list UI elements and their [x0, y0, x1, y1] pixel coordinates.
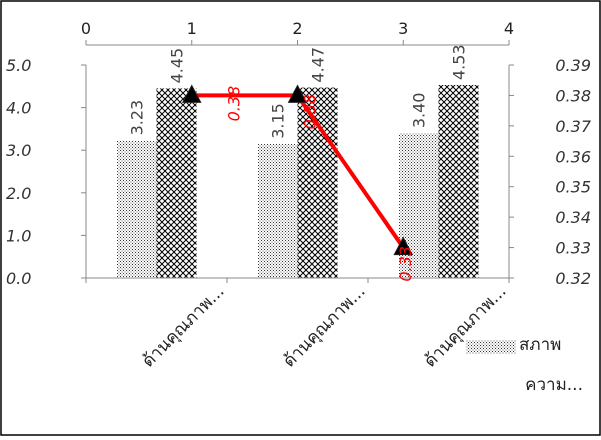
top-x-tick-label: 3 [398, 19, 408, 38]
bar [156, 88, 197, 279]
right-y-tick-label: 0.34 [555, 208, 591, 227]
bar [297, 87, 338, 278]
legend-label: สภาพ [519, 335, 561, 355]
right-y-tick-label: 0.32 [555, 269, 591, 288]
line-value-label: 0.33 [396, 246, 415, 282]
line-value-label: 0.38 [225, 86, 244, 122]
left-y-tick-label: 0.0 [6, 269, 31, 288]
right-y-tick-label: 0.33 [555, 239, 591, 258]
right-y-tick-label: 0.38 [555, 86, 591, 105]
line-marker [393, 236, 414, 256]
left-y-tick-label: 4.0 [6, 99, 31, 118]
line-value-label: 0.38 [301, 94, 320, 130]
bar-value-label: 3.15 [269, 103, 288, 139]
bar-value-label: 4.45 [168, 48, 187, 84]
left-y-tick-label: 5.0 [6, 56, 31, 75]
legend-swatch [466, 340, 516, 354]
left-y-tick-label: 3.0 [6, 141, 31, 160]
right-y-tick-label: 0.39 [555, 56, 591, 75]
top-x-tick-label: 4 [504, 19, 514, 38]
top-x-tick-label: 2 [292, 19, 302, 38]
bar-value-label: 3.40 [410, 93, 429, 129]
right-y-tick-label: 0.37 [555, 117, 591, 136]
bar-value-label: 3.23 [128, 100, 147, 136]
bar-value-label: 4.47 [309, 47, 328, 83]
top-x-tick-label: 0 [81, 19, 91, 38]
line-marker [287, 84, 308, 103]
bar [438, 85, 479, 278]
legend-label: ความ... [525, 375, 583, 395]
right-y-tick-label: 0.36 [555, 147, 591, 166]
bar [116, 140, 157, 278]
bar-value-label: 4.53 [450, 44, 469, 80]
bar [257, 143, 298, 278]
left-y-tick-label: 1.0 [6, 226, 31, 245]
line-marker [181, 84, 202, 103]
right-y-tick-label: 0.35 [555, 178, 591, 197]
left-y-tick-label: 2.0 [6, 184, 31, 203]
top-x-tick-label: 1 [187, 19, 197, 38]
